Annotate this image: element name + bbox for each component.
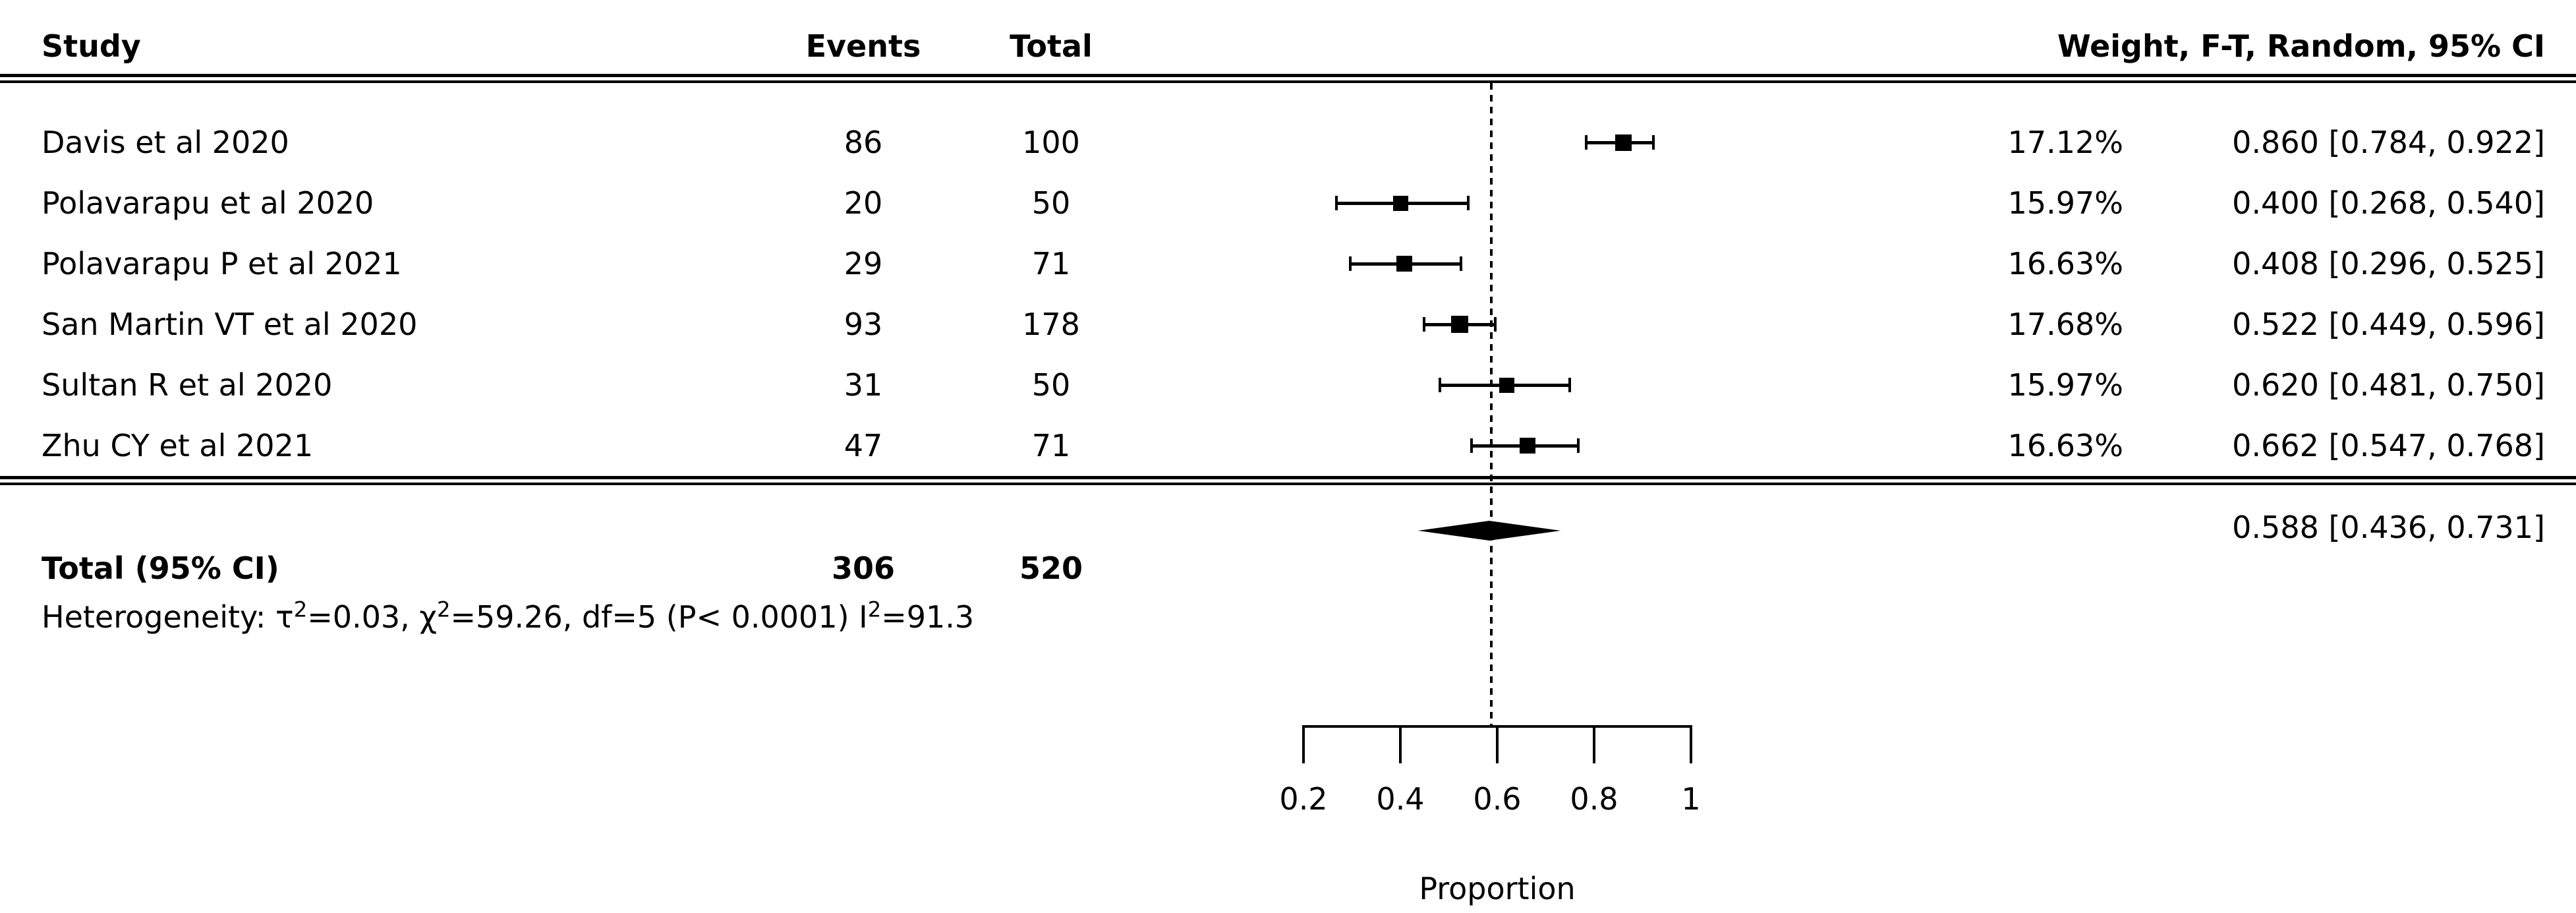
study-events: 93 bbox=[844, 307, 883, 342]
x-axis-tick bbox=[1593, 725, 1595, 763]
study-events: 47 bbox=[844, 428, 883, 463]
column-header-total: Total bbox=[1010, 28, 1093, 64]
x-axis-tick bbox=[1302, 725, 1305, 763]
study-weight: 17.12% bbox=[2007, 125, 2123, 160]
whisker-cap-left bbox=[1470, 438, 1474, 453]
study-events: 20 bbox=[844, 185, 883, 221]
total-row-label: Total (95% CI) bbox=[42, 550, 279, 586]
whisker-cap-left bbox=[1438, 378, 1441, 392]
x-axis-tick-label: 0.2 bbox=[1279, 781, 1328, 817]
total-total-value: 520 bbox=[1019, 550, 1083, 586]
study-total: 50 bbox=[1031, 367, 1071, 403]
pooled-ci-value: 0.588 [0.436, 0.731] bbox=[2232, 510, 2545, 545]
study-name: Zhu CY et al 2021 bbox=[42, 428, 314, 463]
study-weight: 17.68% bbox=[2007, 307, 2123, 342]
x-axis-tick-label: 0.8 bbox=[1570, 781, 1618, 817]
effect-box bbox=[1392, 195, 1408, 211]
bottom-rule bbox=[0, 476, 2576, 485]
study-ci: 0.408 [0.296, 0.525] bbox=[2232, 246, 2545, 281]
study-ci: 0.522 [0.449, 0.596] bbox=[2232, 307, 2545, 342]
study-weight: 16.63% bbox=[2007, 428, 2123, 463]
column-header-weight-ci: Weight, F-T, Random, 95% CI bbox=[2057, 28, 2545, 64]
x-axis-tick-label: 0.4 bbox=[1376, 781, 1425, 817]
x-axis-title: Proportion bbox=[1419, 871, 1576, 906]
effect-box bbox=[1499, 377, 1515, 393]
study-weight: 15.97% bbox=[2007, 185, 2123, 221]
x-axis-tick-label: 1 bbox=[1681, 781, 1701, 817]
x-axis-tick bbox=[1690, 725, 1692, 763]
study-total: 50 bbox=[1031, 185, 1071, 221]
study-ci: 0.400 [0.268, 0.540] bbox=[2232, 185, 2545, 221]
x-axis-tick bbox=[1399, 725, 1402, 763]
study-events: 86 bbox=[844, 125, 883, 160]
study-name: San Martin VT et al 2020 bbox=[42, 307, 418, 342]
top-rule bbox=[0, 74, 2576, 83]
study-total: 178 bbox=[1022, 307, 1080, 342]
study-ci: 0.662 [0.547, 0.768] bbox=[2232, 428, 2545, 463]
whisker-cap-right bbox=[1651, 135, 1655, 150]
study-weight: 16.63% bbox=[2007, 246, 2123, 281]
heterogeneity-text: Heterogeneity: τ2=0.03, χ2=59.26, df=5 (… bbox=[42, 597, 975, 635]
reference-line bbox=[1490, 83, 1493, 728]
effect-box bbox=[1519, 438, 1535, 454]
study-name: Polavarapu P et al 2021 bbox=[42, 246, 402, 281]
study-ci: 0.860 [0.784, 0.922] bbox=[2232, 125, 2545, 160]
whisker-cap-left bbox=[1348, 256, 1352, 271]
study-name: Davis et al 2020 bbox=[42, 125, 289, 160]
study-total: 100 bbox=[1022, 125, 1080, 160]
study-total: 71 bbox=[1031, 428, 1071, 463]
pooled-diamond bbox=[1417, 521, 1561, 541]
study-events: 31 bbox=[844, 367, 883, 403]
study-weight: 15.97% bbox=[2007, 367, 2123, 403]
whisker-cap-right bbox=[1459, 256, 1462, 271]
study-name: Polavarapu et al 2020 bbox=[42, 185, 374, 221]
whisker-cap-right bbox=[1466, 196, 1470, 210]
whisker-cap-left bbox=[1334, 196, 1338, 210]
whisker-cap-left bbox=[1585, 135, 1588, 150]
column-header-events: Events bbox=[805, 28, 921, 64]
effect-box bbox=[1615, 134, 1632, 151]
whisker-cap-left bbox=[1423, 317, 1425, 332]
effect-box bbox=[1396, 256, 1412, 272]
effect-box bbox=[1450, 316, 1468, 333]
study-ci: 0.620 [0.481, 0.750] bbox=[2232, 367, 2545, 403]
x-axis-tick bbox=[1496, 725, 1499, 763]
total-events-value: 306 bbox=[831, 550, 896, 586]
whisker-cap-right bbox=[1494, 317, 1497, 332]
whisker-cap-right bbox=[1568, 378, 1572, 392]
study-total: 71 bbox=[1031, 246, 1071, 281]
study-name: Sultan R et al 2020 bbox=[42, 367, 333, 403]
whisker-cap-right bbox=[1577, 438, 1580, 453]
study-events: 29 bbox=[844, 246, 883, 281]
x-axis-tick-label: 0.6 bbox=[1473, 781, 1522, 817]
column-header-study: Study bbox=[42, 28, 141, 64]
